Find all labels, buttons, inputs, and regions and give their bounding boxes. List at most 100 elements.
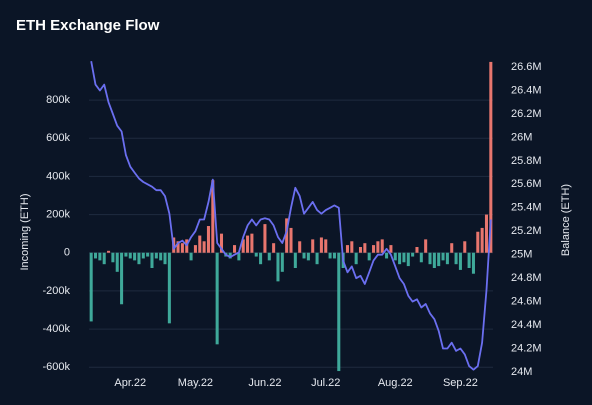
bar — [367, 252, 371, 261]
bar — [454, 252, 458, 265]
bar — [198, 235, 202, 253]
y2-axis-label: Balance (ETH) — [560, 184, 572, 256]
x-tick-label: Jun.22 — [248, 377, 281, 389]
y-tick-label: -200k — [42, 285, 70, 297]
x-tick-label: Sep.22 — [443, 377, 478, 389]
bar — [311, 239, 315, 253]
bar — [180, 243, 184, 253]
bar — [124, 252, 128, 257]
x-tick-label: Jul.22 — [311, 377, 340, 389]
bar — [489, 61, 493, 253]
y-tick-label: -400k — [42, 323, 70, 335]
bar — [363, 243, 367, 253]
bar — [163, 252, 167, 265]
y2-tick-label: 26.4M — [511, 84, 542, 96]
bar — [189, 252, 193, 261]
bar — [237, 252, 241, 261]
bar — [233, 245, 237, 253]
bar — [167, 252, 171, 324]
bar — [445, 252, 449, 265]
bar — [319, 237, 323, 253]
bar — [263, 224, 267, 253]
y2-tick-label: 24.8M — [511, 272, 542, 284]
bar — [415, 247, 419, 253]
y2-tick-label: 25M — [511, 249, 532, 261]
bar — [267, 252, 271, 261]
bar — [385, 252, 389, 259]
bar — [324, 239, 328, 253]
bar — [393, 252, 397, 261]
bar — [159, 252, 163, 261]
bar — [280, 252, 284, 272]
bar — [441, 252, 445, 261]
bar — [211, 180, 215, 253]
y-tick-label: 400k — [46, 170, 70, 182]
y2-tick-label: 25.4M — [511, 202, 542, 214]
y2-tick-label: 25.8M — [511, 155, 542, 167]
balance-line — [90, 61, 492, 371]
bar — [458, 252, 462, 270]
bar — [202, 241, 206, 253]
y-tick-label: 0 — [64, 247, 70, 259]
bar — [193, 245, 197, 253]
bar — [293, 252, 297, 268]
bar — [246, 235, 250, 253]
bar — [389, 245, 393, 253]
bar — [93, 252, 98, 259]
x-tick-label: May.22 — [178, 377, 213, 389]
bar — [133, 252, 137, 261]
bar — [289, 227, 293, 253]
bar — [467, 252, 471, 268]
y2-tick-label: 24.2M — [511, 342, 542, 354]
bar — [306, 252, 310, 261]
bar — [115, 252, 119, 272]
y2-tick-label: 26M — [511, 131, 532, 143]
bar — [315, 252, 319, 265]
bar — [437, 252, 441, 267]
bar — [428, 252, 432, 265]
bar — [215, 252, 219, 345]
y2-tick-label: 24.4M — [511, 319, 542, 331]
bar — [111, 252, 115, 263]
bar — [424, 239, 428, 253]
bar — [102, 252, 106, 265]
bar — [228, 252, 232, 259]
x-tick-label: Apr.22 — [114, 377, 146, 389]
bar — [150, 252, 154, 268]
bar — [380, 239, 384, 253]
y-tick-label: 600k — [46, 132, 70, 144]
bar — [259, 252, 263, 265]
bar — [376, 241, 380, 253]
bar — [328, 252, 332, 259]
bar — [345, 245, 349, 253]
bar — [120, 252, 124, 305]
bar — [141, 252, 145, 259]
bar — [241, 239, 245, 253]
bar — [107, 250, 111, 253]
bar — [354, 252, 358, 265]
bar — [476, 231, 480, 253]
y2-tick-label: 25.6M — [511, 178, 542, 190]
y2-tick-label: 24M — [511, 366, 532, 378]
bar — [272, 243, 276, 253]
bar — [480, 227, 484, 253]
bar — [372, 245, 376, 253]
bar — [89, 252, 93, 322]
bar — [350, 241, 354, 253]
bar — [137, 252, 141, 265]
bar — [332, 252, 336, 259]
bar — [254, 252, 258, 257]
y2-tick-label: 26.6M — [511, 61, 542, 73]
bar — [206, 226, 210, 253]
bar — [398, 252, 402, 265]
y-axis-label: Incoming (ETH) — [19, 193, 31, 270]
bar — [406, 252, 410, 267]
bar — [154, 252, 158, 259]
bar — [98, 252, 102, 261]
bar — [298, 241, 302, 253]
bar — [146, 252, 150, 257]
bar — [484, 214, 489, 253]
bar — [463, 241, 467, 253]
